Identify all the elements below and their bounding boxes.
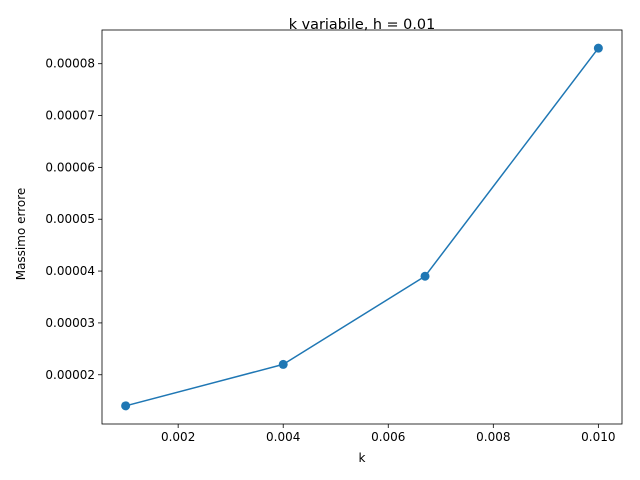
y-tick-label: 0.00008 [45, 57, 95, 71]
y-tick-label: 0.00005 [45, 212, 95, 226]
x-tick-label: 0.006 [371, 430, 405, 444]
axes-frame [101, 29, 623, 425]
y-tick-label: 0.00006 [45, 160, 95, 174]
y-tick-label: 0.00004 [45, 264, 95, 278]
chart-title: k variabile, h = 0.01 [289, 17, 435, 33]
y-tick-label: 0.00002 [45, 368, 95, 382]
x-tick-label: 0.004 [266, 430, 300, 444]
data-point-0 [121, 401, 131, 411]
y-tick-label: 0.00003 [45, 316, 95, 330]
y-tick-label: 0.00007 [45, 109, 95, 123]
series-line-0 [125, 47, 599, 407]
x-axis-label: k [359, 451, 366, 465]
x-tick-label: 0.010 [581, 430, 615, 444]
plot-area: 0.002 0.004 0.006 0.008 0.010 0.00002 0.00003 0… [45, 29, 623, 444]
data-point-1 [278, 359, 288, 369]
data-point-2 [420, 271, 430, 281]
x-tick-label: 0.008 [476, 430, 510, 444]
data-point-3 [593, 43, 603, 53]
y-axis-label: Massimo errore [14, 188, 28, 281]
x-tick-label: 0.002 [161, 430, 195, 444]
